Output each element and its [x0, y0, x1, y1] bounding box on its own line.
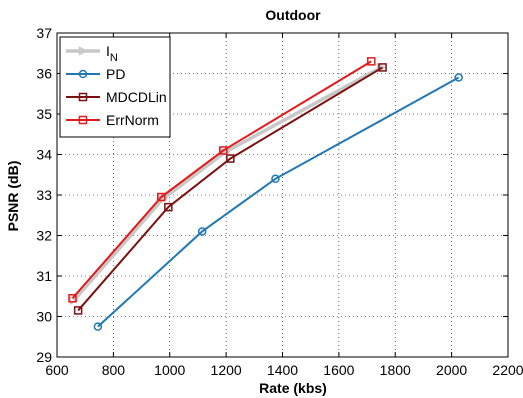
legend-label: MDCDLin: [106, 89, 167, 105]
y-tick-label: 36: [36, 66, 52, 82]
x-tick-label: 1400: [267, 362, 298, 378]
x-tick-label: 2200: [492, 362, 523, 378]
series-pd: [93, 73, 463, 331]
data-point: [219, 146, 228, 155]
series-mdcdlin: [73, 63, 387, 315]
data-point: [367, 57, 376, 66]
x-tick-label: 2000: [436, 362, 467, 378]
y-tick-label: 29: [36, 349, 52, 365]
legend-label: IN: [106, 43, 118, 64]
x-tick-label: 1200: [211, 362, 242, 378]
chart-title: Outdoor: [265, 7, 321, 23]
legend-label: ErrNorm: [106, 112, 159, 128]
legend-item-i: IN: [66, 43, 118, 64]
data-point: [454, 73, 463, 82]
data-point: [226, 154, 235, 163]
legend: IN PD MDCDLin ErrNorm: [59, 36, 171, 138]
legend-marker: [78, 115, 88, 125]
legend-marker: [78, 92, 88, 102]
data-point: [157, 192, 166, 202]
legend-label-subscript: N: [110, 52, 118, 64]
x-tick-label: 1800: [380, 362, 411, 378]
y-axis-label: PSNR (dB): [5, 161, 21, 232]
data-point: [197, 227, 207, 236]
y-tick-label: 32: [36, 228, 52, 244]
axes-ticks: 600 800 1000 1200 1400 1600 1800 2000 2200 29 30 31…: [36, 25, 523, 378]
data-point: [378, 63, 387, 72]
legend-item-errnorm: ErrNorm: [66, 112, 159, 128]
y-tick-label: 30: [36, 309, 52, 325]
series-errnorm: [68, 57, 376, 303]
legend-label: PD: [106, 66, 125, 82]
legend-label-name: ErrNorm: [106, 112, 159, 128]
series-group: [68, 57, 463, 331]
legend-item-pd: PD: [66, 66, 125, 82]
legend-label-name: PD: [106, 66, 125, 82]
legend-marker: [78, 46, 89, 56]
y-tick-label: 31: [36, 268, 52, 284]
legend-label-name: MDCDLin: [106, 89, 167, 105]
y-tick-label: 37: [36, 25, 52, 41]
series-line: [72, 65, 382, 302]
data-point: [271, 174, 280, 184]
y-tick-label: 33: [36, 187, 52, 203]
data-point: [73, 306, 83, 315]
legend-marker: [78, 69, 88, 79]
series-line: [97, 76, 460, 328]
y-tick-label: 34: [36, 147, 52, 163]
x-axis-label: Rate (kbs): [259, 380, 327, 396]
series-line: [71, 60, 372, 299]
series-line: [77, 66, 384, 312]
legend-label-name: I: [106, 43, 110, 59]
x-tick-label: 600: [45, 362, 69, 378]
x-tick-label: 1600: [323, 362, 354, 378]
data-point: [68, 294, 77, 303]
legend-item-mdcdlin: MDCDLin: [66, 89, 167, 105]
x-tick-label: 800: [102, 362, 126, 378]
data-point: [164, 202, 173, 212]
x-tick-label: 1000: [154, 362, 185, 378]
y-tick-label: 35: [36, 106, 52, 122]
data-point: [93, 322, 103, 331]
